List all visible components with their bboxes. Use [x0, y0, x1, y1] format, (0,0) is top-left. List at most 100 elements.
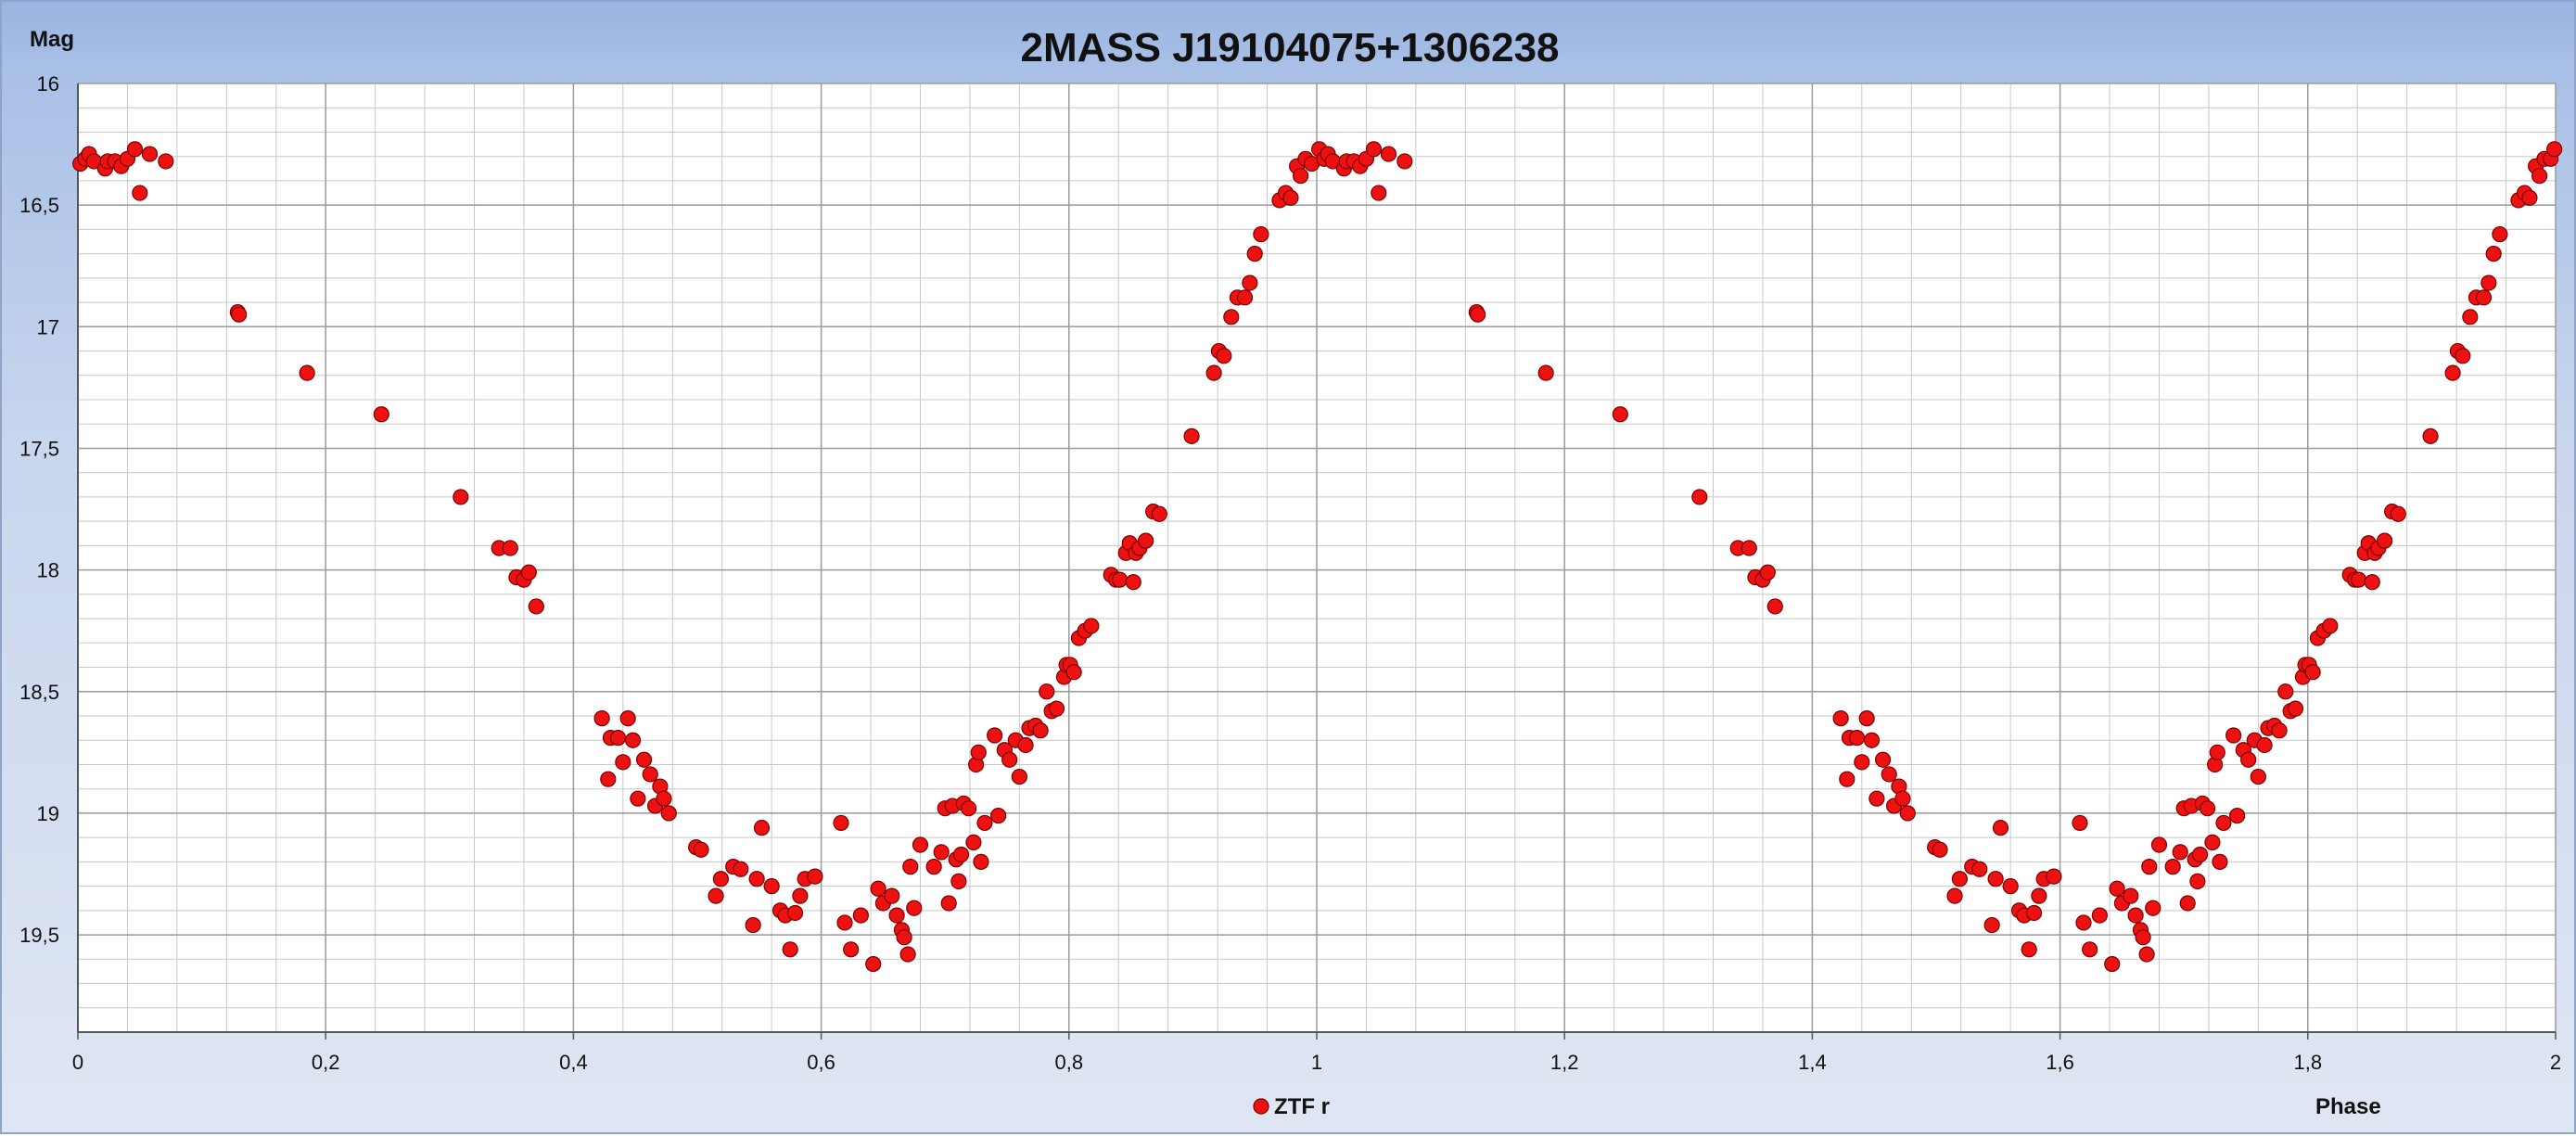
- data-point: [1083, 618, 1100, 634]
- data-point: [615, 754, 631, 771]
- data-point: [1759, 564, 1776, 581]
- data-point: [2209, 744, 2225, 760]
- data-point: [2150, 836, 2168, 853]
- data-point: [2277, 683, 2294, 700]
- data-point: [733, 861, 749, 877]
- y-tick-label: 16: [37, 72, 59, 96]
- data-point: [1111, 571, 1129, 588]
- data-point: [2287, 700, 2304, 717]
- data-point: [1236, 289, 1254, 306]
- data-point: [870, 880, 886, 897]
- data-point: [2240, 751, 2257, 768]
- data-point: [520, 564, 537, 581]
- data-point: [1858, 710, 1875, 727]
- data-point: [1183, 428, 1200, 444]
- data-point: [833, 814, 849, 832]
- data-point: [453, 489, 469, 505]
- data-point: [2422, 428, 2439, 444]
- data-point: [660, 805, 677, 822]
- y-tick-label: 19,5: [19, 924, 59, 947]
- legend: ZTF r: [1253, 1094, 1330, 1119]
- data-point: [1992, 820, 2009, 836]
- data-point: [1932, 841, 1948, 858]
- data-point: [1032, 722, 1049, 739]
- data-point: [902, 859, 919, 875]
- data-point: [1242, 274, 1258, 291]
- legend-marker-ztf-r: [1253, 1098, 1269, 1115]
- data-point: [2135, 929, 2151, 946]
- x-tick-labels: 0 0,2 0,4 0,6 0,8 1 1,2 1,4 1,6 1,8 2: [72, 1051, 2561, 1074]
- data-point: [1868, 790, 1885, 807]
- data-point: [635, 751, 653, 768]
- data-point: [2179, 895, 2196, 912]
- data-point: [2002, 878, 2019, 895]
- data-point: [1293, 168, 1309, 185]
- data-point: [836, 914, 853, 931]
- data-point: [2138, 946, 2155, 963]
- data-point: [925, 859, 942, 875]
- data-point: [1223, 309, 1240, 325]
- data-point: [712, 871, 729, 887]
- data-point: [2091, 907, 2108, 924]
- x-axis-label: Phase: [2315, 1094, 2381, 1119]
- data-point: [976, 814, 993, 832]
- data-point: [2377, 532, 2393, 549]
- data-point: [1874, 751, 1892, 768]
- data-point: [1380, 146, 1397, 162]
- data-point: [933, 844, 950, 861]
- data-point: [1246, 246, 1263, 262]
- data-point: [763, 878, 780, 895]
- data-point: [2304, 664, 2321, 681]
- y-tick-labels: 16 16,5 17 17,5 18 18,5 19 19,5: [19, 72, 59, 947]
- data-point: [960, 800, 977, 817]
- data-point: [1899, 805, 1916, 822]
- data-point: [807, 868, 823, 885]
- data-point: [2164, 859, 2181, 875]
- data-point: [1365, 141, 1383, 158]
- data-point: [940, 895, 957, 912]
- data-point: [600, 771, 617, 787]
- data-point: [132, 185, 148, 201]
- data-point: [1848, 730, 1866, 747]
- data-point: [2104, 955, 2121, 973]
- data-point: [528, 598, 544, 615]
- data-point: [2485, 246, 2502, 262]
- data-point: [1011, 768, 1027, 785]
- data-point: [2444, 364, 2461, 381]
- data-point: [1001, 751, 1018, 768]
- data-point: [158, 153, 174, 170]
- axes: [77, 83, 2556, 1033]
- data-points: [72, 141, 2563, 973]
- data-point: [2082, 941, 2098, 958]
- data-point: [502, 540, 518, 556]
- data-point: [2256, 736, 2273, 754]
- data-point: [1854, 754, 1870, 771]
- data-point: [2322, 618, 2339, 634]
- data-point: [2109, 880, 2125, 897]
- x-tick-label: 1,4: [1798, 1051, 1827, 1074]
- data-point: [2123, 887, 2139, 904]
- data-point: [2199, 800, 2216, 817]
- data-point: [2021, 941, 2037, 958]
- data-point: [708, 887, 724, 904]
- x-tick-label: 0: [72, 1051, 83, 1074]
- data-point: [2250, 768, 2266, 785]
- x-tick-label: 1,8: [2294, 1051, 2323, 1074]
- data-point: [2462, 309, 2479, 325]
- data-point: [2480, 274, 2497, 291]
- data-point: [1741, 540, 1757, 556]
- data-point: [2204, 834, 2221, 851]
- y-tick-label: 18,5: [19, 681, 59, 704]
- data-point: [1138, 532, 1154, 549]
- data-point: [642, 766, 658, 783]
- data-point: [2546, 141, 2563, 158]
- y-tick-label: 18: [37, 559, 59, 582]
- x-tick-label: 2: [2550, 1051, 2561, 1074]
- data-point: [2455, 348, 2471, 364]
- data-point: [1470, 306, 1486, 323]
- data-point: [619, 710, 636, 727]
- data-point: [990, 807, 1007, 824]
- data-point: [2212, 853, 2228, 870]
- data-point: [373, 406, 389, 423]
